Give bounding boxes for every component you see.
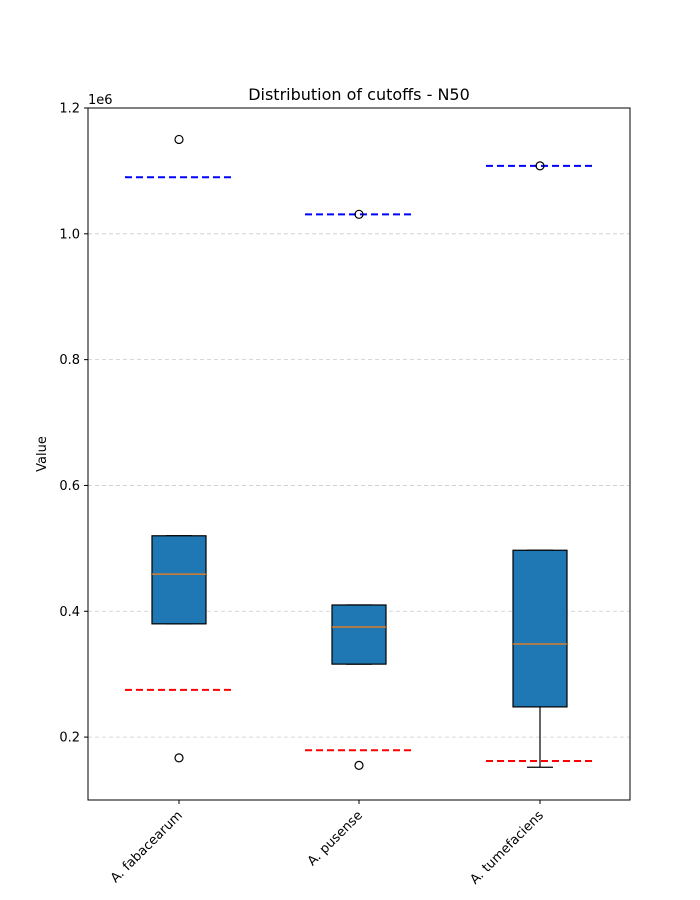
- y-axis-ticks: 0.2 0.4 0.6 0.8 1.0 1.2: [59, 102, 88, 746]
- y-tick-label: 1.0: [59, 227, 80, 242]
- y-tick-label: 0.8: [59, 353, 80, 368]
- y-tick-label: 1.2: [59, 102, 80, 117]
- y-tick-label: 0.6: [59, 479, 80, 494]
- x-tick-label: A. fabacearum: [108, 808, 186, 886]
- chart-title: Distribution of cutoffs - N50: [248, 85, 470, 104]
- y-axis-label: Value: [35, 436, 50, 472]
- cutoff-lines: [125, 164, 594, 762]
- y-tick-label: 0.4: [59, 605, 80, 620]
- outlier-point: [354, 760, 364, 771]
- outlier-point: [535, 161, 545, 171]
- x-tick-label: A. pusense: [305, 808, 366, 869]
- outlier-point: [174, 134, 184, 145]
- box-iqr: [151, 535, 207, 625]
- box-iqr: [331, 604, 387, 665]
- outliers: [174, 134, 545, 771]
- y-scale-multiplier: 1e6: [88, 93, 113, 108]
- outlier-point: [354, 209, 364, 219]
- y-tick-label: 0.2: [59, 731, 80, 746]
- x-tick-label: A. tumefaciens: [467, 808, 547, 888]
- x-axis-ticks: A. fabacearum A. pusense A. tumefaciens: [108, 800, 547, 888]
- box-iqr: [512, 549, 568, 708]
- boxes: [151, 535, 568, 768]
- outlier-point: [174, 753, 184, 763]
